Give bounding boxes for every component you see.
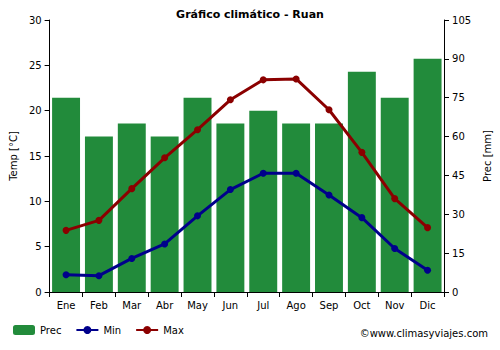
svg-text:Jul: Jul bbox=[256, 300, 269, 311]
svg-text:Prec: Prec bbox=[40, 325, 61, 336]
svg-text:25: 25 bbox=[29, 60, 42, 71]
svg-text:Dic: Dic bbox=[420, 300, 436, 311]
svg-text:Nov: Nov bbox=[385, 300, 405, 311]
svg-text:May: May bbox=[187, 300, 208, 311]
svg-text:Max: Max bbox=[163, 325, 184, 336]
svg-text:75: 75 bbox=[452, 92, 465, 103]
svg-text:15: 15 bbox=[29, 151, 42, 162]
svg-text:15: 15 bbox=[452, 248, 465, 259]
svg-text:Abr: Abr bbox=[156, 300, 174, 311]
svg-text:Min: Min bbox=[103, 325, 121, 336]
svg-text:10: 10 bbox=[29, 196, 42, 207]
svg-text:Jun: Jun bbox=[222, 300, 239, 311]
svg-text:30: 30 bbox=[29, 15, 42, 26]
svg-text:45: 45 bbox=[452, 170, 465, 181]
svg-text:Sep: Sep bbox=[320, 300, 339, 311]
svg-text:90: 90 bbox=[452, 53, 465, 64]
svg-text:60: 60 bbox=[452, 131, 465, 142]
svg-text:105: 105 bbox=[452, 15, 471, 26]
svg-text:Feb: Feb bbox=[90, 300, 108, 311]
svg-text:Ene: Ene bbox=[57, 300, 76, 311]
svg-text:30: 30 bbox=[452, 209, 465, 220]
svg-text:0: 0 bbox=[35, 287, 41, 298]
svg-text:0: 0 bbox=[452, 287, 458, 298]
svg-text:Oct: Oct bbox=[353, 300, 370, 311]
svg-text:Prec [mm]: Prec [mm] bbox=[482, 130, 493, 182]
svg-text:Gráfico climático - Ruan: Gráfico climático - Ruan bbox=[176, 8, 324, 21]
svg-text:Ago: Ago bbox=[286, 300, 305, 311]
svg-text:20: 20 bbox=[29, 105, 42, 116]
svg-text:©www.climasyviajes.com: ©www.climasyviajes.com bbox=[360, 328, 488, 339]
svg-text:Mar: Mar bbox=[122, 300, 142, 311]
svg-text:5: 5 bbox=[35, 241, 41, 252]
svg-text:Temp [°C]: Temp [°C] bbox=[8, 131, 19, 182]
